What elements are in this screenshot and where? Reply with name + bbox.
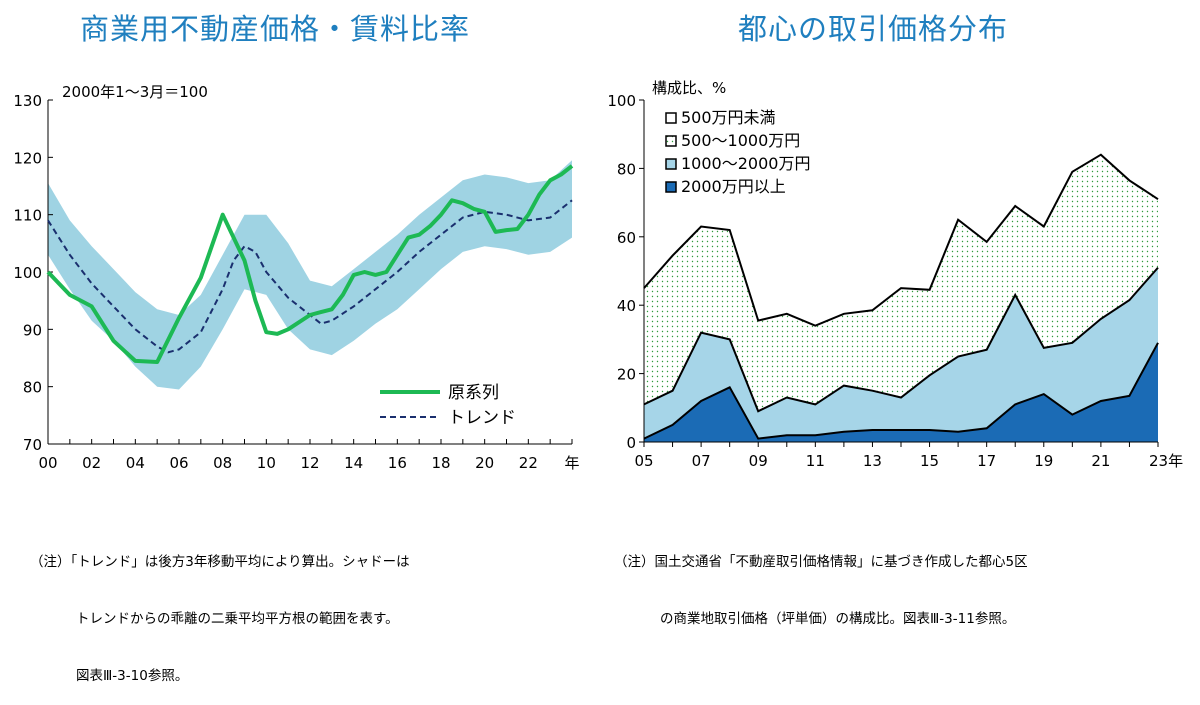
x-tick-label: 17 <box>977 452 996 470</box>
right-note-line: （注）国土交通省「不動産取引価格情報」に基づき作成した都心5区 <box>614 554 1028 570</box>
y-tick-label: 80 <box>617 160 636 178</box>
right-note: （注）国土交通省「不動産取引価格情報」に基づき作成した都心5区 の商業地取引価格… <box>614 515 1028 648</box>
y-tick-label: 40 <box>617 297 636 315</box>
y-tick-label: 0 <box>626 434 636 452</box>
right-note-line: の商業地取引価格（坪単価）の構成比。図表Ⅲ-3-11参照。 <box>660 611 1016 627</box>
y-tick-label: 100 <box>607 92 636 110</box>
legend-swatch <box>665 181 677 193</box>
x-tick-label: 04 <box>126 454 145 472</box>
left-note: （注）「トレンド」は後方3年移動平均により算出。シャドーは トレンドからの乖離の… <box>30 515 410 705</box>
y-axis-label: 構成比、% <box>652 79 726 97</box>
area-boundary-line <box>643 266 1159 413</box>
area-under-500 <box>644 100 1158 326</box>
x-tick-label: 05 <box>634 452 653 470</box>
x-tick-label: 00 <box>38 454 57 472</box>
x-tick-label: 16 <box>388 454 407 472</box>
left-line-chart: 70 80 90 100 110 120 130 00 02 04 06 08 10 12 14 16 18 20… <box>13 83 579 472</box>
x-tick-label: 15 <box>920 452 939 470</box>
x-tick-label: 22 <box>519 454 538 472</box>
area-boundary-line <box>643 153 1159 327</box>
legend-label: 1000～2000万円 <box>681 154 810 173</box>
x-tick-label: 11 <box>806 452 825 470</box>
x-unit-label: 年 <box>564 454 579 472</box>
x-tick-label: 20 <box>475 454 494 472</box>
index-base-note: 2000年1～3月＝100 <box>62 83 208 101</box>
x-tick-label: 07 <box>692 452 711 470</box>
y-tick-label: 70 <box>23 436 42 454</box>
x-tick-label: 12 <box>300 454 319 472</box>
y-tick-label: 130 <box>13 92 42 110</box>
left-note-line: 図表Ⅲ-3-10参照。 <box>76 668 189 684</box>
x-tick-label: 18 <box>431 454 450 472</box>
legend-label: 500～1000万円 <box>681 131 800 150</box>
x-tick-label: 08 <box>213 454 232 472</box>
legend-label-trend: トレンド <box>448 408 516 428</box>
trend-line <box>47 199 573 354</box>
legend-swatch <box>665 112 677 124</box>
x-tick-label: 10 <box>257 454 276 472</box>
y-tick-label: 110 <box>13 207 42 225</box>
left-note-line: （注）「トレンド」は後方3年移動平均により算出。シャドーは <box>30 554 410 570</box>
right-chart-title: 都心の取引価格分布 <box>738 12 1009 46</box>
y-tick-label: 100 <box>13 264 42 282</box>
y-tick-label: 120 <box>13 149 42 167</box>
x-tick-label: 14 <box>344 454 363 472</box>
area-500-1000 <box>644 154 1158 412</box>
x-tick-label: 06 <box>169 454 188 472</box>
x-tick-label: 21 <box>1091 452 1110 470</box>
legend-swatch <box>665 135 677 147</box>
x-tick-label: 23年 <box>1149 452 1183 470</box>
x-tick-label: 13 <box>863 452 882 470</box>
y-tick-label: 60 <box>617 229 636 247</box>
area-boundary-line <box>643 342 1159 440</box>
x-tick-label: 09 <box>749 452 768 470</box>
y-tick-label: 20 <box>617 366 636 384</box>
area-2000-plus <box>644 342 1158 442</box>
x-tick-label: 19 <box>1034 452 1053 470</box>
left-chart-title: 商業用不動産価格・賃料比率 <box>80 12 471 46</box>
legend-swatch <box>665 158 677 170</box>
y-tick-label: 90 <box>23 321 42 339</box>
x-tick-label: 02 <box>82 454 101 472</box>
legend-label: 2000万円以上 <box>681 177 786 196</box>
legend-label-original: 原系列 <box>448 383 499 403</box>
area-1000-2000 <box>644 267 1158 439</box>
original-series-line <box>46 164 574 364</box>
y-tick-label: 80 <box>23 379 42 397</box>
right-area-chart: 0 20 40 60 80 100 05 07 09 11 13 15 17 19 21 23年 構成比、% 50… <box>607 79 1183 470</box>
left-note-line: トレンドからの乖離の二乗平均平方根の範囲を表す。 <box>76 611 399 627</box>
legend-label: 500万円未満 <box>681 108 776 127</box>
